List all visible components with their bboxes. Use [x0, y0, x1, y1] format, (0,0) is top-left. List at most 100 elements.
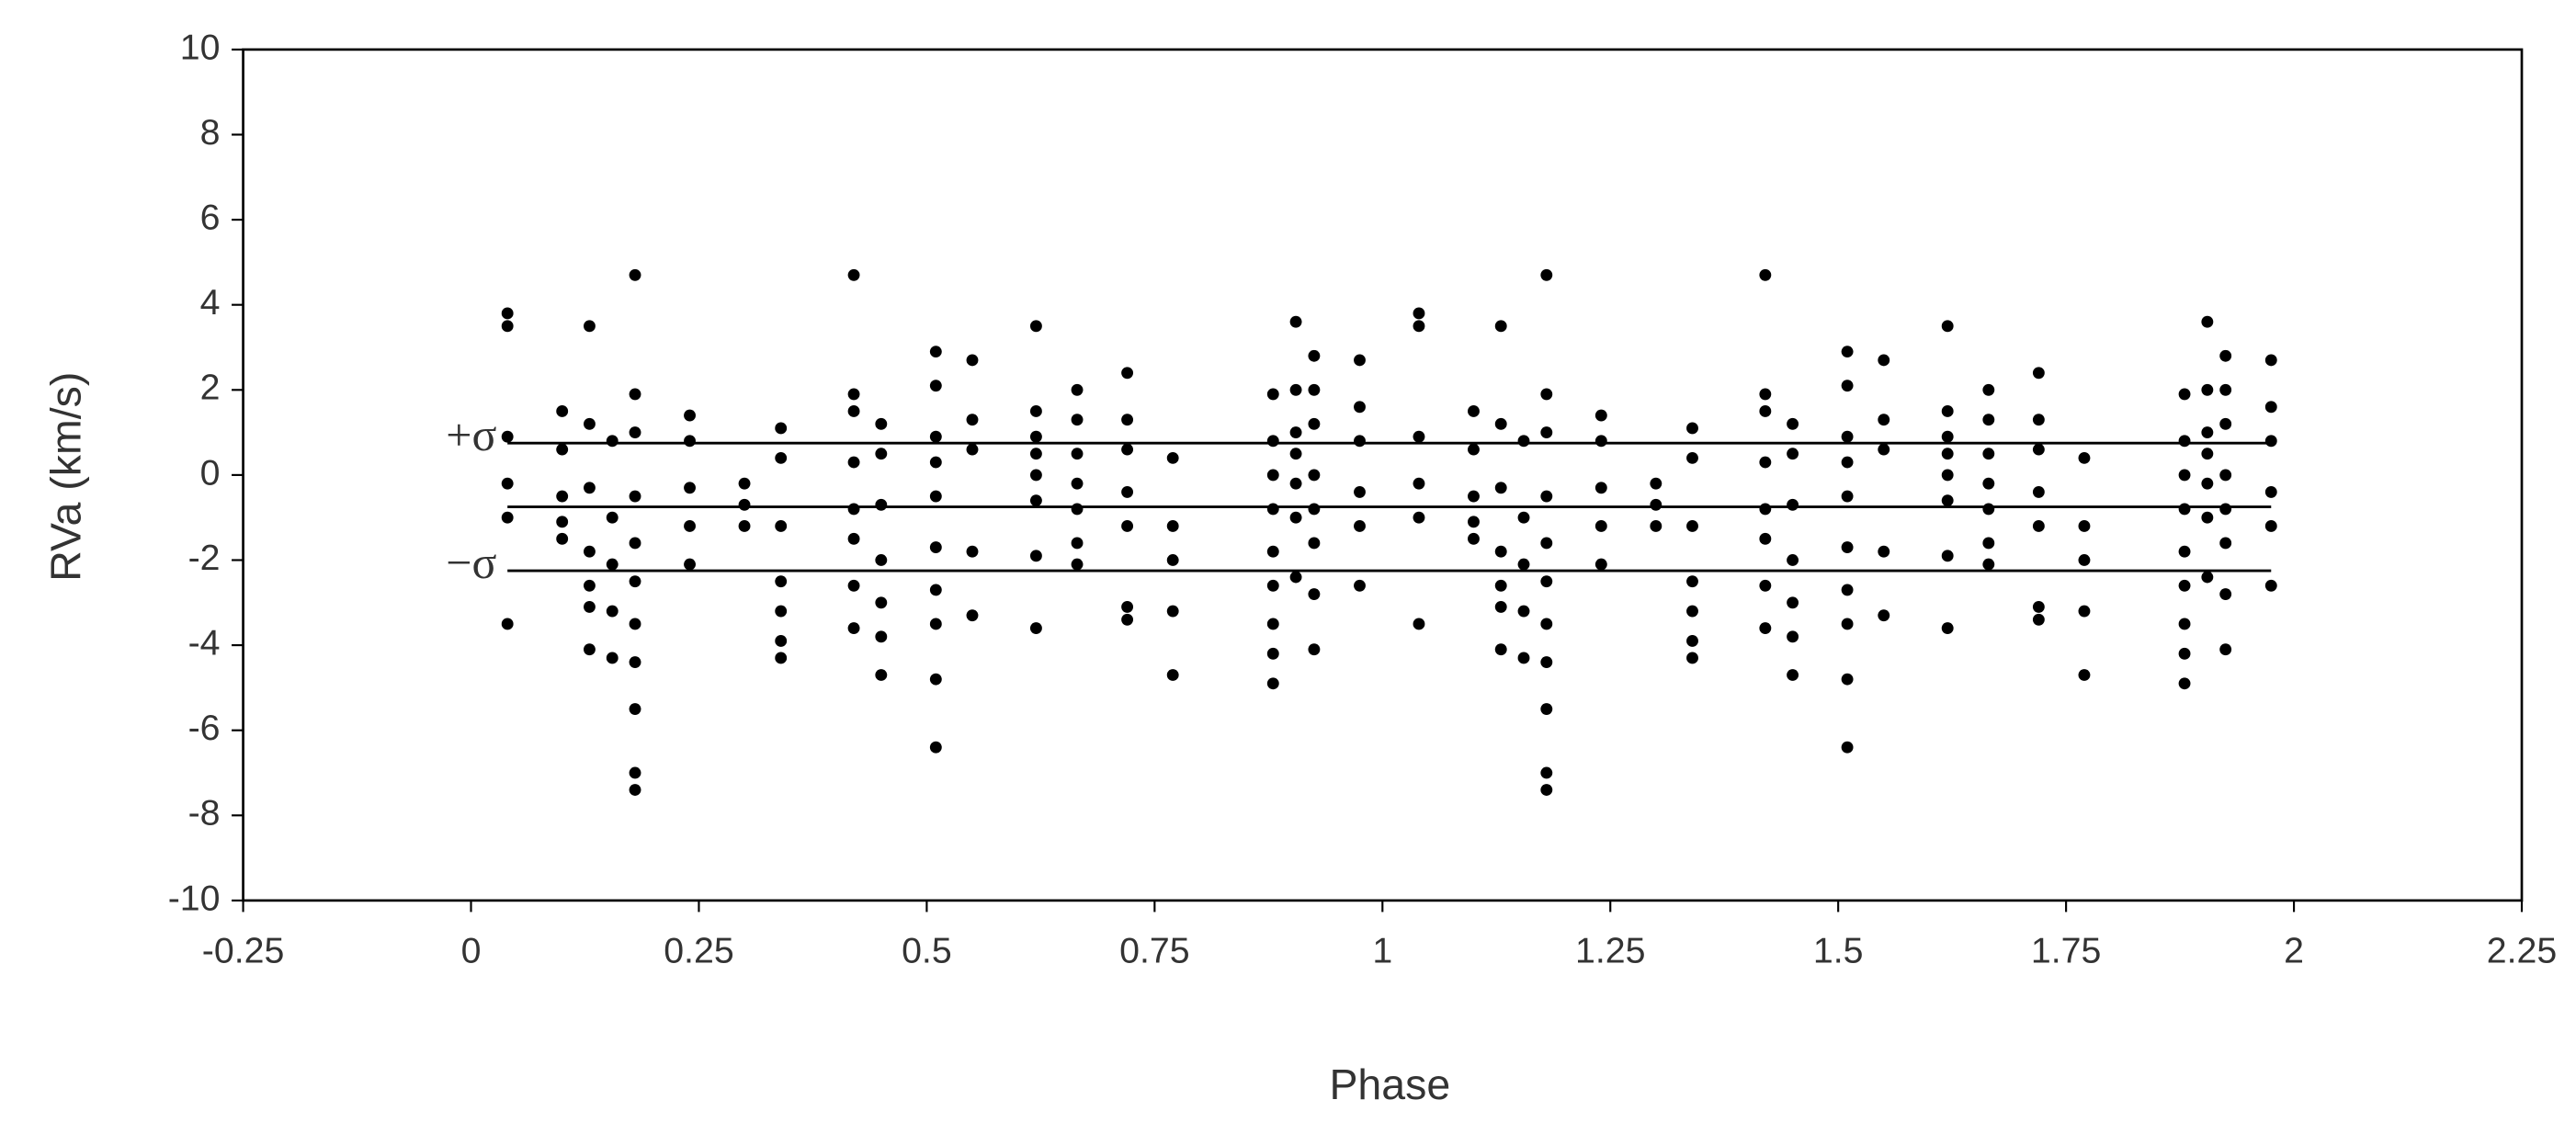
data-point: [2032, 367, 2045, 380]
x-tick-label: 0.25: [664, 930, 734, 970]
data-point: [684, 435, 696, 448]
data-point: [775, 451, 788, 464]
data-point: [501, 430, 514, 443]
data-point: [606, 435, 618, 448]
data-point: [1686, 520, 1698, 532]
data-point: [684, 558, 696, 571]
data-point: [1289, 383, 1302, 396]
data-point: [1941, 550, 1954, 562]
data-point: [875, 630, 888, 643]
data-point: [1759, 622, 1772, 635]
data-point: [2178, 677, 2191, 690]
data-point: [1266, 545, 1279, 558]
data-point: [1540, 656, 1553, 669]
data-point: [1029, 320, 1042, 333]
data-point: [2032, 414, 2045, 426]
data-point: [1121, 443, 1134, 456]
data-point: [1121, 414, 1134, 426]
data-point: [1686, 422, 1698, 435]
data-point: [1494, 482, 1507, 494]
data-point: [1266, 388, 1279, 401]
y-tick-label: 4: [200, 282, 221, 323]
data-point: [1308, 349, 1321, 362]
data-point: [1494, 417, 1507, 430]
data-point: [684, 520, 696, 532]
data-point: [684, 482, 696, 494]
data-point: [966, 609, 979, 622]
data-point: [1494, 643, 1507, 656]
data-point: [1841, 456, 1854, 469]
data-point: [875, 448, 888, 460]
data-point: [584, 545, 596, 558]
data-point: [929, 618, 942, 630]
data-point: [875, 498, 888, 511]
data-point: [1266, 579, 1279, 592]
data-point: [1759, 456, 1772, 469]
data-point: [629, 618, 641, 630]
data-point: [1121, 367, 1134, 380]
data-point: [738, 498, 751, 511]
data-point: [1071, 503, 1084, 516]
data-point: [738, 477, 751, 490]
data-point: [1354, 435, 1366, 448]
data-point: [1594, 558, 1607, 571]
data-point: [847, 622, 860, 635]
data-point: [1121, 600, 1134, 613]
data-point: [1413, 511, 1425, 524]
data-point: [2219, 469, 2232, 482]
data-point: [966, 414, 979, 426]
data-point: [2219, 349, 2232, 362]
data-point: [1686, 635, 1698, 647]
y-tick-label: -8: [188, 793, 221, 833]
data-point: [2178, 545, 2191, 558]
data-point: [1166, 669, 1179, 681]
data-point: [1029, 469, 1042, 482]
data-point: [1594, 409, 1607, 422]
data-point: [1166, 520, 1179, 532]
data-point: [1982, 558, 1995, 571]
data-point: [1941, 405, 1954, 417]
data-point: [556, 490, 569, 503]
data-point: [1029, 405, 1042, 417]
data-point: [1787, 448, 1799, 460]
y-tick-label: -10: [168, 878, 221, 918]
y-axis-title: RVa (km/s): [41, 372, 89, 582]
data-point: [1759, 503, 1772, 516]
data-point: [875, 669, 888, 681]
data-point: [2178, 647, 2191, 660]
data-point: [1354, 520, 1366, 532]
data-point: [2178, 503, 2191, 516]
data-point: [501, 511, 514, 524]
data-point: [2032, 613, 2045, 626]
data-point: [2219, 503, 2232, 516]
data-point: [1759, 579, 1772, 592]
data-point: [2201, 571, 2214, 584]
x-axis-title: Phase: [1329, 1060, 1450, 1108]
data-point: [775, 422, 788, 435]
data-point: [1540, 388, 1553, 401]
data-point: [1121, 613, 1134, 626]
x-tick-label: 2.25: [2487, 930, 2558, 970]
data-point: [1841, 584, 1854, 596]
data-point: [556, 405, 569, 417]
data-point: [1759, 532, 1772, 545]
data-point: [1468, 532, 1480, 545]
data-point: [1941, 494, 1954, 507]
data-point: [775, 520, 788, 532]
data-point: [1289, 477, 1302, 490]
data-point: [629, 784, 641, 796]
data-point: [2219, 643, 2232, 656]
data-point: [1071, 537, 1084, 550]
data-point: [1266, 503, 1279, 516]
data-point: [1982, 383, 1995, 396]
data-point: [1982, 477, 1995, 490]
data-point: [1308, 643, 1321, 656]
data-point: [556, 532, 569, 545]
data-point: [966, 545, 979, 558]
y-tick-label: 0: [200, 452, 221, 493]
data-point: [1878, 443, 1890, 456]
data-point: [847, 405, 860, 417]
data-point: [1540, 268, 1553, 281]
data-point: [1686, 575, 1698, 588]
x-tick-label: 0: [461, 930, 482, 970]
